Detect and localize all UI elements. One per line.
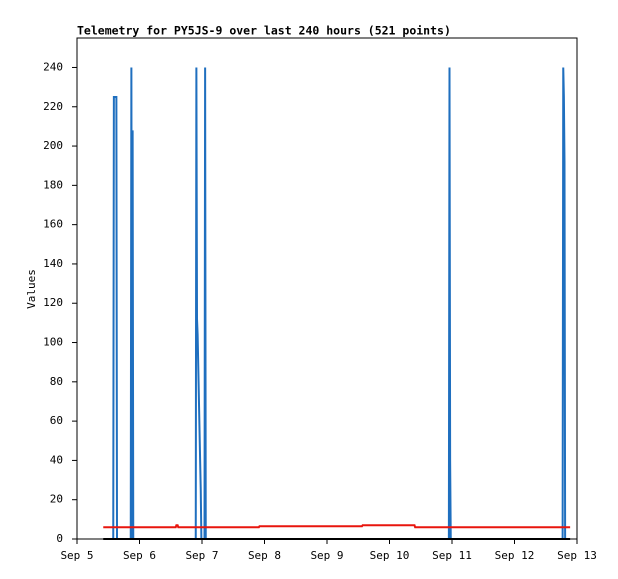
y-tick-label: 200 [43,139,63,152]
x-tick-label: Sep 13 [557,549,597,562]
x-tick-label: Sep 5 [60,549,93,562]
chart-title: Telemetry for PY5JS-9 over last 240 hour… [77,24,451,38]
x-tick-label: Sep 7 [185,549,218,562]
y-tick-label: 160 [43,218,63,231]
y-tick-label: 40 [50,453,63,466]
y-tick-label: 100 [43,336,63,349]
x-tick-label: Sep 6 [123,549,156,562]
x-tick-label: Sep 11 [432,549,472,562]
y-tick-label: 60 [50,414,63,427]
y-tick-label: 0 [56,532,63,545]
y-tick-label: 240 [43,60,63,73]
y-tick-label: 20 [50,493,63,506]
plot-frame [76,37,578,540]
y-axis-label: Values [25,269,38,309]
x-tick-label: Sep 8 [248,549,281,562]
y-tick-label: 180 [43,178,63,191]
y-tick-label: 140 [43,257,63,270]
series-line [112,67,567,540]
y-tick-label: 120 [43,296,63,309]
series-line [103,524,571,529]
x-tick-label: Sep 9 [310,549,343,562]
x-tick-label: Sep 10 [370,549,410,562]
x-tick-label: Sep 12 [495,549,535,562]
y-tick-label: 220 [43,100,63,113]
y-tick-label: 80 [50,375,63,388]
